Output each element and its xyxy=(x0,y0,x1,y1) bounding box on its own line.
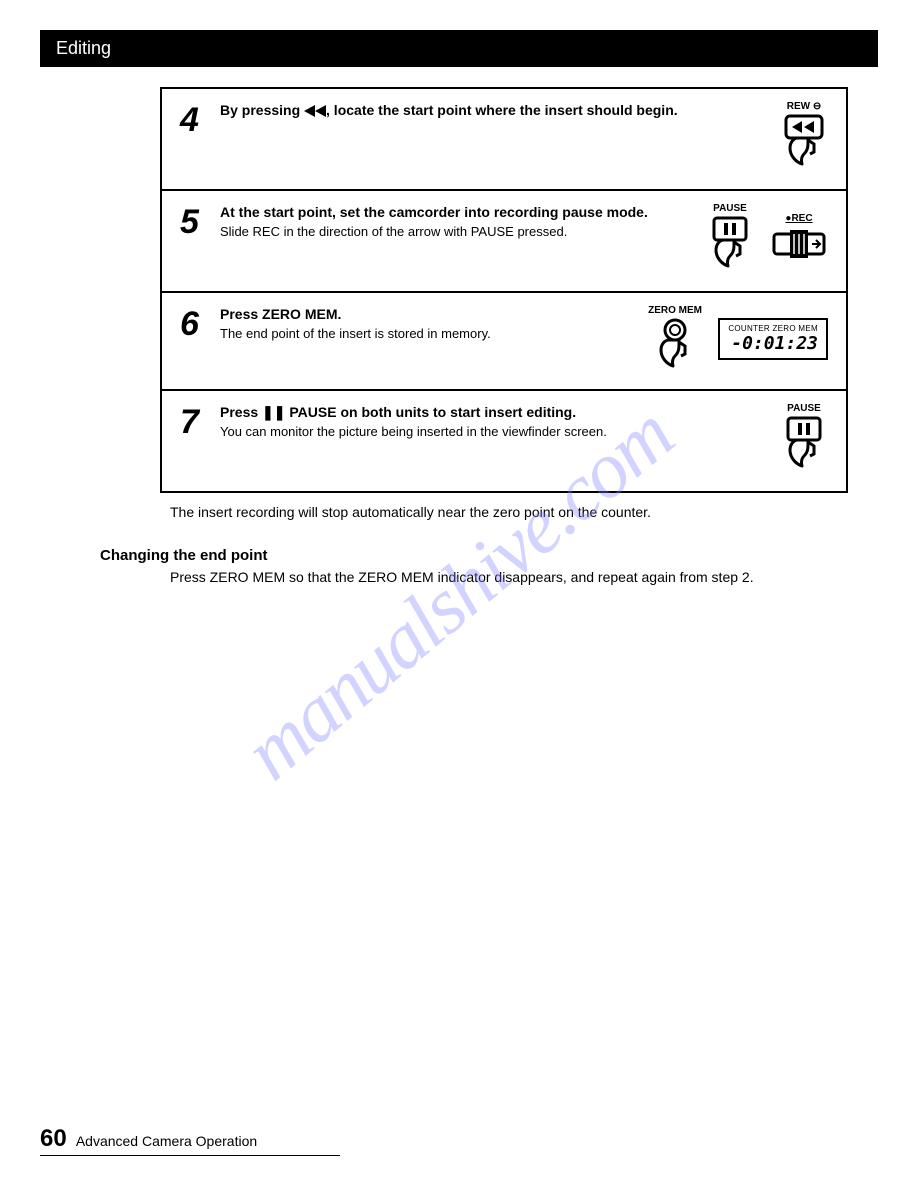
step-icons: PAUSE ●REC xyxy=(706,203,828,275)
step-title: Press ZERO MEM. xyxy=(220,305,648,323)
step-body: Press ZERO MEM. The end point of the ins… xyxy=(216,305,648,373)
steps-container: 4 By pressing , locate the start point w… xyxy=(160,87,848,493)
step-number: 5 xyxy=(180,203,216,275)
zeromem-button-icon xyxy=(652,318,698,368)
step-icons: ZERO MEM COUNTER ZERO MEM -0:01:23 xyxy=(648,305,828,373)
step-body: Press ❚❚ PAUSE on both units to start in… xyxy=(216,403,780,475)
step-4: 4 By pressing , locate the start point w… xyxy=(162,89,846,191)
rewind-icon xyxy=(304,105,326,117)
post-box-note: The insert recording will stop automatic… xyxy=(170,503,848,523)
section-title: Editing xyxy=(56,38,111,58)
step-icons: PAUSE xyxy=(780,403,828,475)
step-desc: Slide REC in the direction of the arrow … xyxy=(220,223,706,241)
counter-value: -0:01:23 xyxy=(728,333,818,354)
page-number: 60 xyxy=(40,1125,67,1152)
step-body: At the start point, set the camcorder in… xyxy=(216,203,706,275)
step-title: At the start point, set the camcorder in… xyxy=(220,203,706,221)
sub-body: Press ZERO MEM so that the ZERO MEM indi… xyxy=(170,568,838,588)
step-5: 5 At the start point, set the camcorder … xyxy=(162,191,846,293)
pause-label: PAUSE xyxy=(706,203,754,214)
step-body: By pressing , locate the start point whe… xyxy=(216,101,780,173)
counter-label: COUNTER ZERO MEM xyxy=(728,324,818,333)
pause-button-icon xyxy=(706,216,754,270)
page-footer: 60 Advanced Camera Operation xyxy=(40,1125,340,1156)
section-header: Editing xyxy=(40,30,878,67)
step-number: 7 xyxy=(180,403,216,475)
step-6: 6 Press ZERO MEM. The end point of the i… xyxy=(162,293,846,391)
rew-button-icon xyxy=(780,114,828,168)
footer-section: Advanced Camera Operation xyxy=(76,1133,257,1149)
step-title: Press ❚❚ PAUSE on both units to start in… xyxy=(220,403,780,421)
subheading: Changing the end point xyxy=(100,547,878,564)
step-desc: You can monitor the picture being insert… xyxy=(220,423,780,441)
rew-label: REW ⊖ xyxy=(780,101,828,112)
rec-label: ●REC xyxy=(770,213,828,224)
step-number: 4 xyxy=(180,101,216,173)
counter-display: COUNTER ZERO MEM -0:01:23 xyxy=(718,318,828,360)
step-desc: The end point of the insert is stored in… xyxy=(220,325,648,343)
step-title: By pressing , locate the start point whe… xyxy=(220,101,780,119)
step-7: 7 Press ❚❚ PAUSE on both units to start … xyxy=(162,391,846,491)
step-icons: REW ⊖ xyxy=(780,101,828,173)
pause-button-icon-2 xyxy=(780,416,828,470)
zeromem-label: ZERO MEM xyxy=(648,305,702,316)
pause-label-2: PAUSE xyxy=(780,403,828,414)
rec-switch-icon xyxy=(770,226,828,260)
step-number: 6 xyxy=(180,305,216,373)
